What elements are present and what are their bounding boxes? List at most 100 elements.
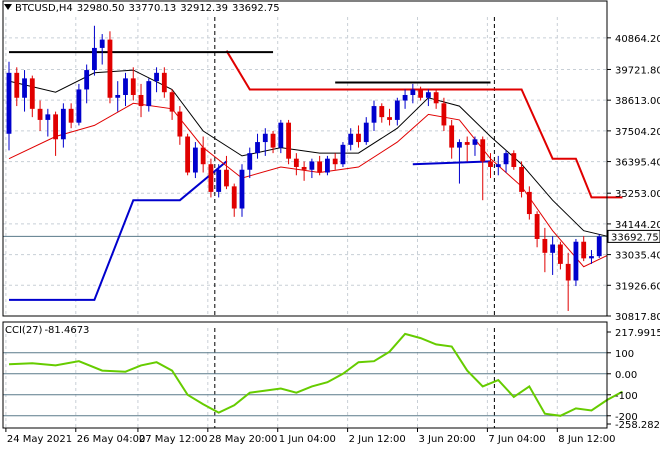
support-line-late <box>412 160 491 166</box>
price-tick-label: 30817.80 <box>615 312 660 323</box>
cci-header: CCI(27) -81.4673 <box>5 325 91 336</box>
candle-bull <box>154 72 159 82</box>
cci-tick-label: -200 <box>615 412 638 423</box>
cci-tick-label: -100 <box>615 391 638 402</box>
cci-line <box>8 332 623 417</box>
cci-panel-frame <box>2 321 608 429</box>
candle-bear <box>161 72 167 93</box>
cci-tick-label: 217.9915 <box>615 328 660 339</box>
candle-bear <box>301 166 307 170</box>
candle-bull <box>503 153 509 165</box>
price-tick-label: 40864.20 <box>615 34 660 45</box>
candle-bull <box>410 89 416 95</box>
candle-bull <box>325 158 330 173</box>
candle-bear <box>231 186 237 209</box>
candle-bull <box>22 78 27 98</box>
candle-bull <box>340 144 346 165</box>
candle-bull <box>146 81 152 107</box>
candle-bear <box>449 125 455 148</box>
close-value: 33692.75 <box>231 3 280 14</box>
cci-tick-label: 0.00 <box>615 370 637 381</box>
candle-bull <box>115 94 121 98</box>
candle-bull <box>255 142 260 154</box>
candle-bear <box>488 161 493 167</box>
level-lines <box>9 50 623 301</box>
candle-bear <box>557 244 563 264</box>
candle-bull <box>92 47 97 71</box>
cci-tick-label: 100 <box>615 349 634 360</box>
candle-bull <box>45 114 51 120</box>
candle-bear <box>138 94 144 107</box>
candle-bear <box>293 158 299 167</box>
ma-slow-line <box>8 102 608 268</box>
time-tick-label: 27 May 12:00 <box>139 434 208 445</box>
session-separators <box>214 17 495 428</box>
candle-bull <box>262 133 268 143</box>
candle-bear <box>542 238 548 253</box>
candle-bull <box>425 92 431 98</box>
time-tick-label: 7 Jun 04:00 <box>488 434 545 445</box>
panel-frames <box>2 0 608 429</box>
candle-bear <box>441 103 447 126</box>
candles <box>6 25 602 311</box>
candle-bull <box>394 100 400 120</box>
cci-value: -81.4673 <box>44 325 90 336</box>
current-price-box <box>607 229 660 243</box>
candle-bull <box>60 108 66 140</box>
ma-fast-line <box>8 69 608 237</box>
candle-bear <box>37 108 43 120</box>
candle-bull <box>596 236 602 257</box>
time-tick-label: 3 Jun 20:00 <box>419 434 476 445</box>
candle-bear <box>433 92 439 104</box>
candle-bull <box>76 89 82 123</box>
candle-bull <box>84 70 90 90</box>
cci-tick-label: -258.2824 <box>615 420 660 431</box>
candle-bear <box>185 136 191 173</box>
candle-bull <box>239 169 245 209</box>
candle-bear <box>107 39 113 98</box>
candle-bear <box>526 191 532 215</box>
time-tick-label: 28 May 20:00 <box>209 434 278 445</box>
price-tick-label: 37504.20 <box>615 127 660 138</box>
resistance-line <box>225 50 623 199</box>
candle-bear <box>317 161 323 173</box>
price-tick-label: 31926.60 <box>615 281 660 292</box>
candle-bull <box>457 142 462 148</box>
candle-bear <box>14 72 20 98</box>
candle-bear <box>534 214 540 239</box>
low-value: 32912.39 <box>180 3 228 14</box>
candle-bull <box>99 39 105 48</box>
symbol-label: BTCUSD,H4 <box>15 3 73 14</box>
candle-bear <box>332 158 338 165</box>
time-tick-label: 26 May 04:00 <box>77 434 146 445</box>
price-tick-label: 33035.40 <box>615 251 660 262</box>
candle-bull <box>192 147 198 173</box>
candle-bear <box>379 106 385 118</box>
time-tick-label: 2 Jun 12:00 <box>349 434 406 445</box>
candle-bear <box>286 122 291 159</box>
candle-bear <box>480 139 486 162</box>
candle-bear <box>200 147 206 165</box>
candle-bear <box>270 133 276 148</box>
price-tick-label: 35253.00 <box>615 189 660 200</box>
dropdown-triangle-icon[interactable] <box>4 4 12 10</box>
candle-bear <box>68 108 74 123</box>
candle-bear <box>130 78 136 95</box>
candle-bull <box>550 244 556 253</box>
candle-bear <box>519 166 524 192</box>
candle-bull <box>348 133 354 145</box>
high-value: 33770.13 <box>128 3 177 14</box>
time-tick-label: 1 Jun 04:00 <box>279 434 336 445</box>
candle-bull <box>472 139 478 145</box>
candle-bear <box>464 142 470 145</box>
current-price-label: 33692.75 <box>611 232 659 243</box>
main-panel-frame <box>2 0 608 317</box>
candle-bull <box>495 164 501 167</box>
time-tick-label: 8 Jun 12:00 <box>558 434 615 445</box>
open-value: 32980.50 <box>76 3 125 14</box>
candle-bear <box>53 114 59 140</box>
candle-bull <box>402 94 408 101</box>
candle-bear <box>356 133 361 143</box>
candle-bull <box>363 122 369 143</box>
